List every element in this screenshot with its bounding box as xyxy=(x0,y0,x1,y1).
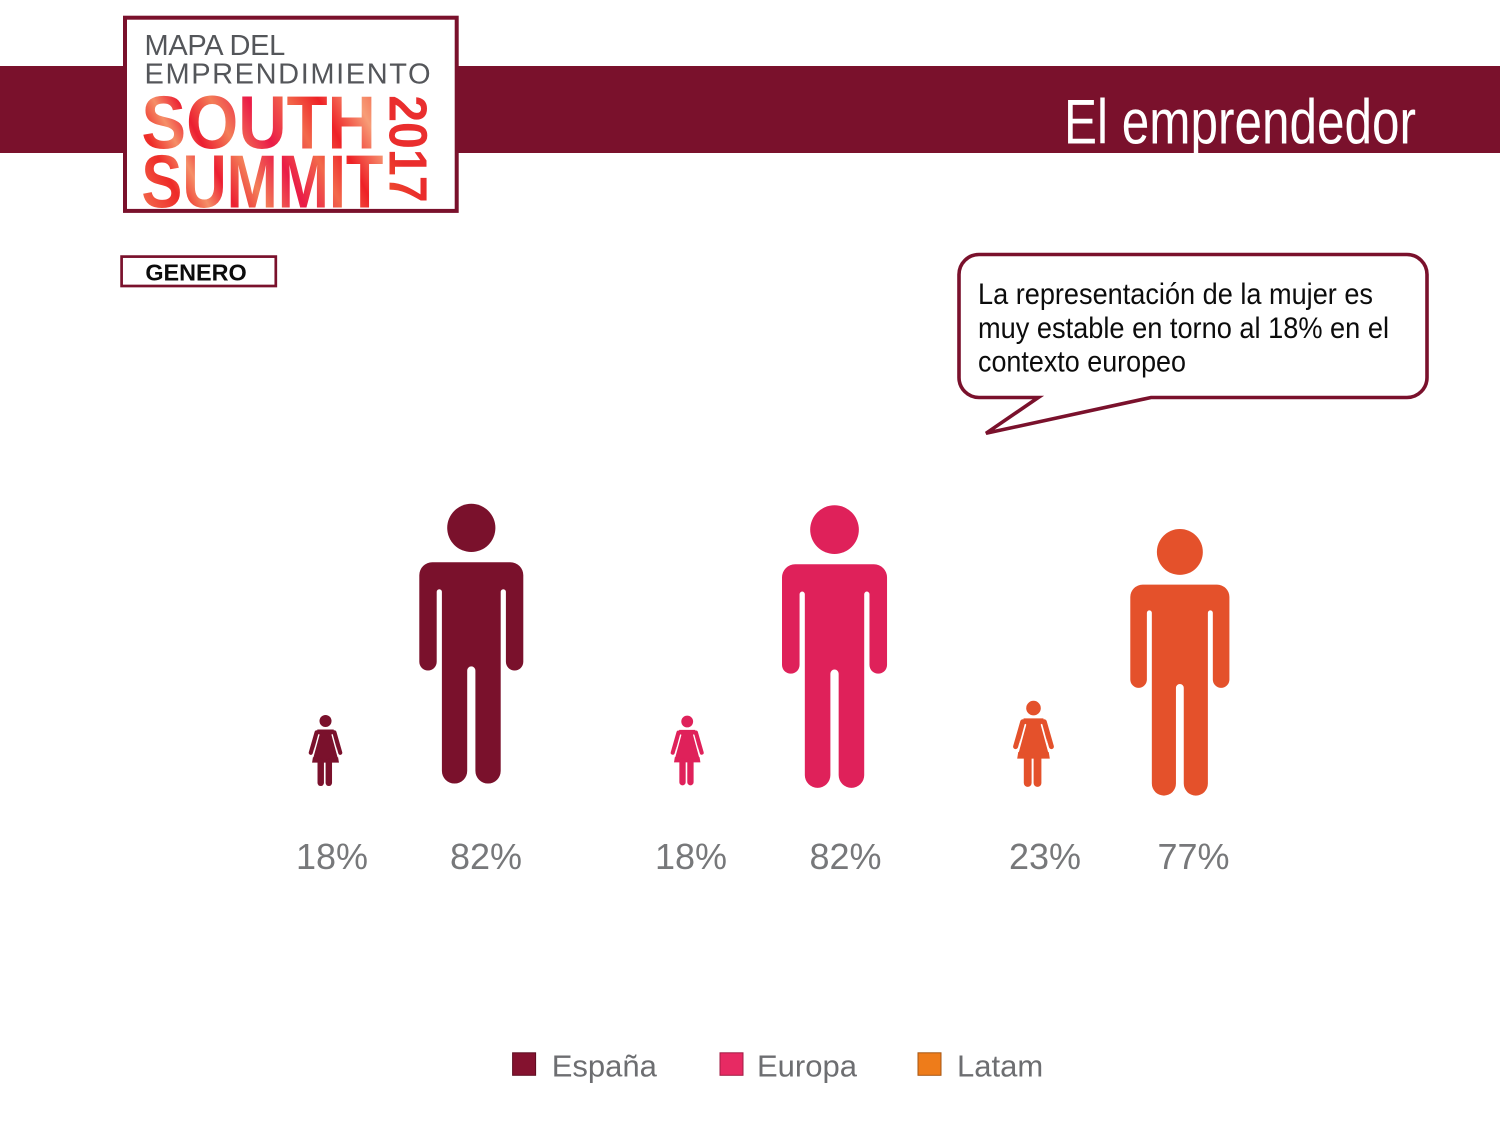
svg-text:GENERO: GENERO xyxy=(145,260,246,286)
svg-text:77%: 77% xyxy=(1157,836,1229,877)
svg-text:Europa: Europa xyxy=(757,1048,858,1083)
svg-text:La representación de la mujer: La representación de la mujer es xyxy=(978,278,1373,311)
svg-text:SUMMIT: SUMMIT xyxy=(141,140,383,224)
svg-text:muy estable en torno al 18% en: muy estable en torno al 18% en el xyxy=(978,312,1389,345)
svg-text:SOUTH: SOUTH xyxy=(141,81,376,165)
svg-text:MAPA DEL: MAPA DEL xyxy=(145,30,286,62)
svg-text:82%: 82% xyxy=(809,836,881,877)
svg-text:2017: 2017 xyxy=(377,95,436,202)
svg-text:El emprendedor: El emprendedor xyxy=(1064,88,1416,158)
svg-text:contexto europeo: contexto europeo xyxy=(978,346,1186,379)
svg-text:18%: 18% xyxy=(296,836,368,877)
svg-text:Latam: Latam xyxy=(957,1048,1043,1083)
svg-text:España: España xyxy=(552,1048,658,1083)
svg-text:18%: 18% xyxy=(655,836,727,877)
svg-text:82%: 82% xyxy=(450,836,522,877)
svg-text:23%: 23% xyxy=(1009,836,1081,877)
svg-text:EMPRENDIMIENTO: EMPRENDIMIENTO xyxy=(145,58,433,90)
